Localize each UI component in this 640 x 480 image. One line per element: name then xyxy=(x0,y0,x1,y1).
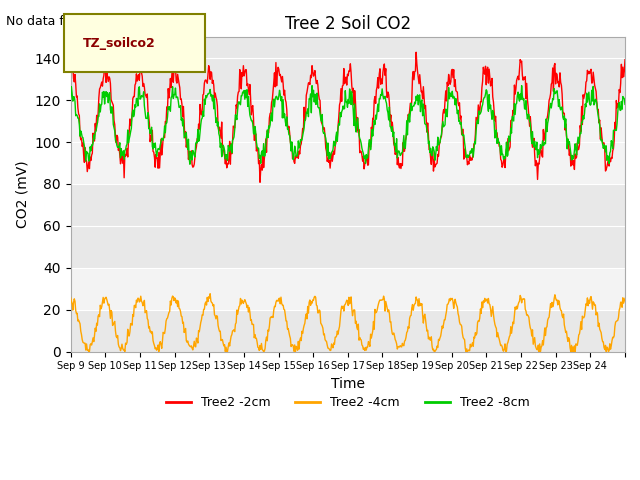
Title: Tree 2 Soil CO2: Tree 2 Soil CO2 xyxy=(285,15,411,33)
Bar xyxy=(70,268,625,310)
Y-axis label: CO2 (mV): CO2 (mV) xyxy=(15,161,29,228)
X-axis label: Time: Time xyxy=(331,377,365,391)
Text: No data for f_T2_CO2_4: No data for f_T2_CO2_4 xyxy=(6,14,154,27)
Bar xyxy=(70,100,625,184)
Legend: Tree2 -2cm, Tree2 -4cm, Tree2 -8cm: Tree2 -2cm, Tree2 -4cm, Tree2 -8cm xyxy=(161,391,535,414)
Text: TZ_soilco2: TZ_soilco2 xyxy=(83,36,156,50)
